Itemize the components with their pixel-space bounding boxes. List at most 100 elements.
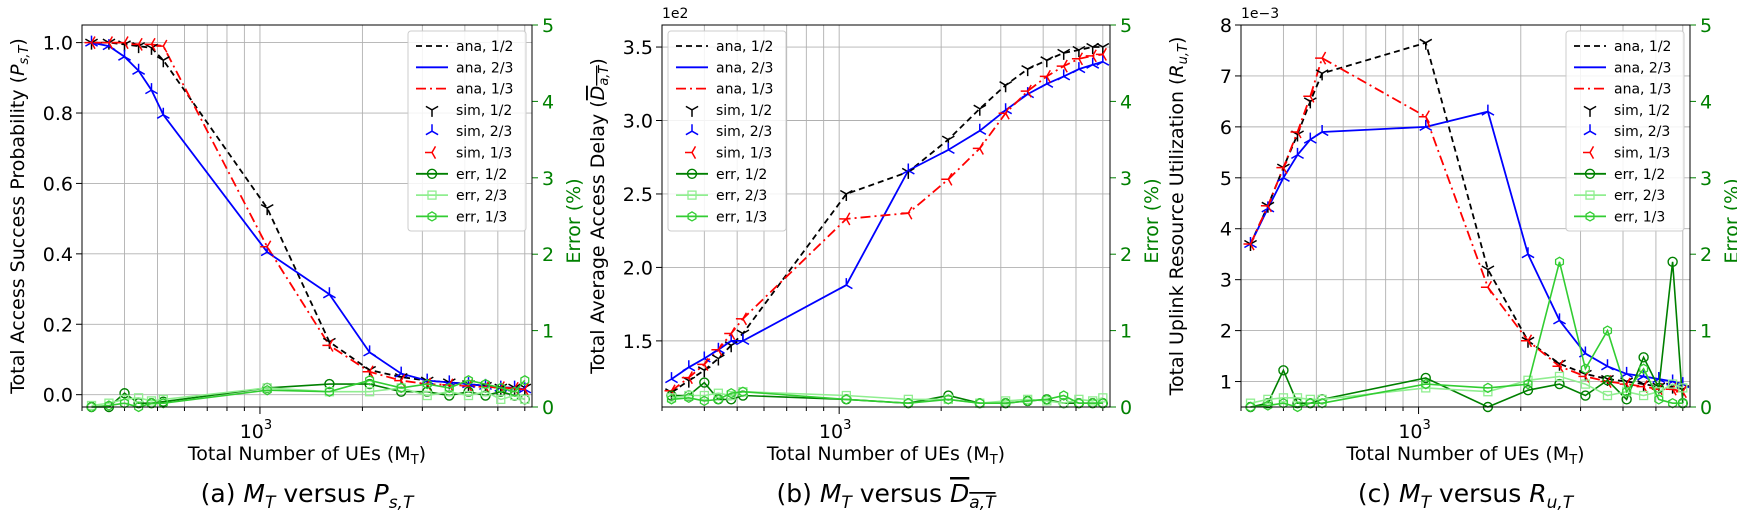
data-point — [104, 400, 114, 411]
data-point — [1554, 256, 1565, 268]
series-line-err-2-3 — [91, 387, 526, 407]
data-point — [682, 360, 696, 372]
label-part: s,T — [389, 493, 415, 513]
data-point — [396, 382, 406, 394]
data-point — [1278, 393, 1289, 403]
y2-tick-label: 3 — [1120, 168, 1132, 190]
data-point — [1667, 379, 1678, 389]
x-axis-label-text: Total Number of UEs (M — [1345, 443, 1569, 465]
data-point — [1638, 390, 1649, 401]
label-part: M — [1399, 479, 1421, 508]
label-part: Total Average Access Delay ( — [587, 100, 609, 375]
data-point — [1095, 47, 1107, 61]
label-part: (c) — [1358, 479, 1399, 508]
data-point — [1553, 313, 1566, 325]
data-point — [724, 333, 738, 346]
data-point — [1668, 397, 1678, 409]
data-point — [666, 394, 677, 405]
data-point — [496, 382, 506, 394]
data-point — [324, 386, 334, 397]
legend-marker — [425, 146, 437, 159]
legend-marker — [426, 168, 438, 180]
x-axis-label-sub: T — [1568, 453, 1577, 468]
data-point — [941, 172, 953, 186]
legend-marker — [1584, 168, 1596, 180]
y2-tick-label: 3 — [1700, 168, 1712, 190]
data-point — [665, 372, 678, 384]
label-part: versus — [275, 479, 373, 508]
label-part: M — [243, 479, 265, 508]
legend-label: sim, 1/2 — [716, 103, 772, 119]
data-point — [903, 397, 913, 409]
label-part: (a) — [201, 479, 244, 508]
x-axis-label-text: Total Number of UEs (M — [187, 443, 411, 465]
y2-tick-label: 3 — [542, 168, 554, 190]
legend-label: ana, 1/2 — [716, 39, 773, 55]
y2-tick-label: 2 — [1700, 244, 1712, 266]
data-point — [1481, 104, 1495, 116]
data-point — [364, 387, 375, 397]
data-point — [1654, 394, 1664, 405]
x-axis-label: Total Number of UEs (MT) — [766, 443, 1005, 468]
legend-label: sim, 1/2 — [1614, 103, 1670, 119]
data-point — [1260, 199, 1273, 213]
legend-label: ana, 1/2 — [1614, 39, 1671, 55]
y-tick-label: 0.2 — [43, 314, 73, 336]
legend-label: err, 1/3 — [1614, 209, 1665, 225]
y-axis-label: Total Average Access Delay (Da,T) — [587, 58, 612, 375]
data-point — [322, 338, 334, 352]
data-point — [1056, 59, 1068, 73]
y-tick-label: 1 — [1220, 372, 1232, 394]
data-point — [711, 343, 723, 357]
data-point — [735, 312, 748, 326]
data-point — [839, 278, 853, 290]
label-part: T — [841, 493, 853, 513]
data-point — [1480, 280, 1493, 294]
data-point — [972, 141, 984, 155]
label-part: a,T — [597, 65, 612, 86]
axis-offset-text: 1e2 — [662, 6, 688, 22]
y2-tick-label: 0 — [542, 397, 554, 419]
data-point — [1098, 393, 1108, 403]
data-point — [156, 56, 170, 68]
series-line-err-1-3 — [1250, 261, 1683, 408]
y2-tick-label: 4 — [1700, 91, 1712, 113]
y2-tick-label: 4 — [1120, 91, 1132, 113]
panel-b: 1.5 2.0 2.5 3.0 3.5 0 1 2 3 4 5 103 1e2 ana, 1/2 ana, … — [587, 6, 1163, 513]
data-point — [262, 384, 272, 396]
data-point — [973, 123, 987, 135]
data-point — [1481, 265, 1495, 277]
legend-marker — [1585, 190, 1595, 200]
data-point — [1278, 397, 1288, 409]
right-axis-label: Error (%) — [563, 178, 585, 263]
data-point — [422, 390, 432, 401]
data-point — [158, 397, 168, 409]
data-point — [1419, 38, 1433, 50]
data-point — [1554, 371, 1565, 382]
label-part: s,T — [17, 45, 32, 65]
data-point — [117, 36, 129, 50]
data-point — [145, 43, 158, 55]
y-axis-label: Total Access Success Probability (Ps,T) — [7, 38, 32, 395]
y2-tick-label: 1 — [542, 321, 554, 343]
legend-marker — [687, 211, 697, 222]
data-point — [422, 378, 432, 390]
y-tick-label: 8 — [1220, 15, 1232, 37]
data-point — [156, 107, 170, 119]
legend-label: ana, 1/2 — [456, 39, 513, 55]
y2-tick-label: 5 — [1700, 15, 1712, 37]
data-point — [724, 327, 736, 340]
plot-area — [84, 35, 532, 413]
legend-marker — [1583, 105, 1597, 117]
data-point — [1667, 256, 1678, 268]
data-point — [1580, 363, 1590, 375]
right-axis-label: Error (%) — [1721, 178, 1737, 263]
plot-area — [664, 42, 1110, 409]
y-tick-label: 3.0 — [623, 111, 653, 133]
data-point — [901, 163, 915, 175]
data-point — [1602, 390, 1613, 401]
x-tick-exponent: 3 — [1423, 418, 1431, 433]
legend-marker — [425, 124, 439, 136]
y2-tick-label: 2 — [1120, 244, 1132, 266]
data-point — [943, 394, 953, 405]
